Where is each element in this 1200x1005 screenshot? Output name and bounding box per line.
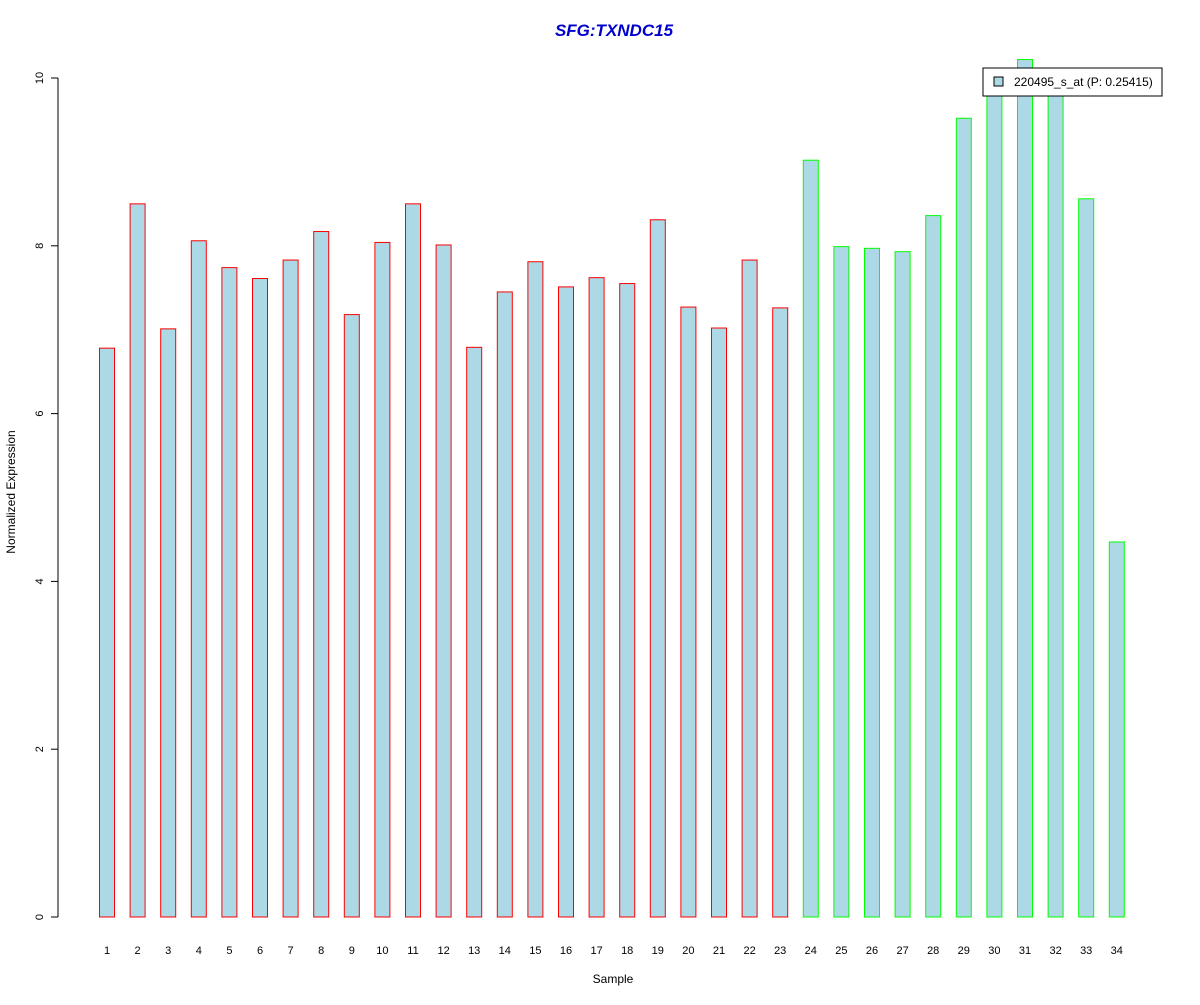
x-tick-label: 15 (529, 945, 541, 957)
x-tick-label: 22 (743, 945, 755, 957)
x-tick-label: 11 (407, 945, 418, 957)
x-tick-label: 8 (318, 945, 324, 957)
bar (558, 286, 574, 918)
bar (649, 219, 666, 918)
y-tick-label: 10 (34, 72, 46, 84)
x-tick-label: 33 (1080, 945, 1092, 957)
bar (405, 203, 421, 918)
x-tick-label: 10 (376, 945, 388, 957)
bar (129, 203, 146, 918)
legend: 220495_s_at (P: 0.25415) (982, 67, 1163, 97)
bar (925, 215, 942, 918)
bar (252, 278, 268, 918)
bar (619, 283, 636, 918)
bar (1047, 90, 1064, 918)
bar (1078, 198, 1095, 918)
bar-series (99, 59, 1125, 918)
chart-title: SFG:TXNDC15 (555, 21, 674, 40)
bar (802, 159, 819, 918)
x-tick-label: 2 (135, 945, 141, 957)
bar (343, 314, 360, 918)
y-tick-label: 6 (34, 411, 46, 417)
bar (894, 251, 911, 918)
x-tick-label: 24 (805, 945, 817, 957)
bar (955, 117, 972, 918)
x-tick-label: 16 (560, 945, 572, 957)
y-axis: 0 2 4 6 8 10 (34, 72, 59, 920)
bar (680, 306, 697, 918)
x-tick-label: 28 (927, 945, 939, 957)
x-tick-label: 12 (437, 945, 449, 957)
y-tick-label: 0 (34, 914, 46, 920)
x-tick-label: 30 (988, 945, 1000, 957)
x-tick-label: 21 (713, 945, 725, 957)
x-tick-label: 32 (1049, 945, 1061, 957)
x-tick-label: 19 (652, 945, 664, 957)
x-tick-label: 34 (1111, 945, 1123, 957)
x-tick-label: 20 (682, 945, 694, 957)
bar (190, 240, 207, 918)
x-tick-label: 29 (958, 945, 970, 957)
bar (282, 259, 299, 918)
x-tick-label: 23 (774, 945, 786, 957)
y-tick-label: 2 (34, 746, 46, 752)
x-tick-label: 18 (621, 945, 633, 957)
x-axis-tick-labels: 1 2 3 4 5 6 7 8 9 10 11 12 13 14 15 16 17 18 19 20 21 22 23 24 2… (104, 945, 1123, 957)
bar (772, 307, 789, 918)
bar (466, 346, 483, 918)
bar (986, 88, 1003, 918)
x-tick-label: 7 (288, 945, 294, 957)
x-tick-label: 1 (104, 945, 110, 957)
x-tick-label: 25 (835, 945, 847, 957)
bar (221, 267, 238, 918)
x-tick-label: 17 (590, 945, 602, 957)
bar (741, 259, 758, 918)
x-axis-label: Sample (593, 972, 634, 986)
bar (711, 327, 727, 918)
x-tick-label: 27 (896, 945, 908, 957)
bar (1017, 59, 1033, 918)
x-tick-label: 14 (499, 945, 511, 957)
x-tick-label: 9 (349, 945, 355, 957)
x-tick-label: 3 (165, 945, 171, 957)
bar (527, 261, 544, 918)
x-tick-label: 26 (866, 945, 878, 957)
legend-swatch (993, 76, 1004, 87)
x-tick-label: 5 (226, 945, 232, 957)
legend-label: 220495_s_at (P: 0.25415) (1014, 75, 1153, 89)
bar (1108, 541, 1125, 918)
bar (160, 328, 177, 918)
bar (496, 291, 513, 918)
legend-box (982, 67, 1163, 97)
bar (435, 244, 452, 918)
x-tick-label: 13 (468, 945, 480, 957)
y-axis-label: Normalized Expression (4, 430, 18, 553)
x-tick-label: 31 (1019, 945, 1031, 957)
y-tick-label: 8 (34, 243, 46, 249)
bar (374, 241, 391, 918)
bar (99, 347, 115, 918)
bar (588, 277, 605, 918)
x-tick-label: 4 (196, 945, 202, 957)
bar (313, 231, 330, 918)
bar (833, 246, 850, 918)
y-tick-label: 4 (34, 578, 46, 584)
bar (864, 247, 880, 918)
x-tick-label: 6 (257, 945, 263, 957)
